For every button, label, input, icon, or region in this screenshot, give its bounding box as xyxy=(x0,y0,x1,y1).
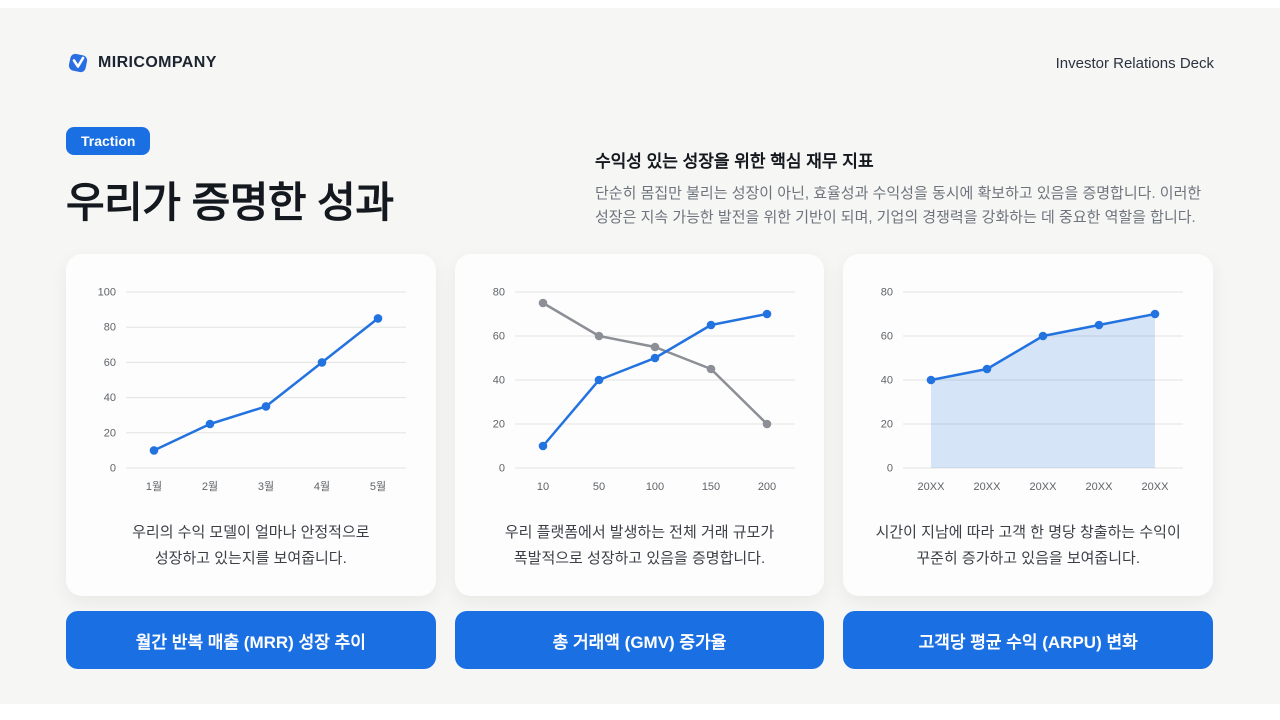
header: MIRICOMPANY Investor Relations Deck xyxy=(66,48,1214,78)
gmv-line-chart: 0 20 40 60 80 10 50 100 150 200 xyxy=(492,287,795,493)
svg-text:60: 60 xyxy=(104,357,116,369)
svg-text:100: 100 xyxy=(645,481,663,493)
svg-text:20XX: 20XX xyxy=(918,481,946,493)
svg-text:4월: 4월 xyxy=(314,480,330,493)
svg-text:0: 0 xyxy=(110,463,116,475)
deck-label: Investor Relations Deck xyxy=(1055,54,1214,72)
arpu-area-chart: 0 20 40 60 80 20XX 20XX 20XX 20XX 20XX xyxy=(881,287,1184,493)
hero-description: 단순히 몸집만 불리는 성장이 아닌, 효율성과 수익성을 동시에 확보하고 있… xyxy=(595,185,1202,226)
svg-text:10: 10 xyxy=(536,481,548,493)
mrr-button[interactable]: 월간 반복 매출 (MRR) 성장 추이 xyxy=(66,611,436,669)
slide-background: MIRICOMPANY Investor Relations Deck Trac… xyxy=(0,8,1280,704)
svg-text:60: 60 xyxy=(492,331,504,343)
gmv-card: 0 20 40 60 80 10 50 100 150 200 우리 플랫폼에서 발생하는 전체 … xyxy=(454,254,825,596)
svg-text:1월: 1월 xyxy=(146,480,162,493)
traction-badge: Traction xyxy=(66,127,151,155)
gmv-desc-line2: 폭발적으로 성장하고 있음을 증명합니다. xyxy=(513,550,766,567)
brand-logo: MIRICOMPANY xyxy=(66,51,217,75)
mrr-line-chart: 0 20 40 60 80 100 1월 2월 3월 4월 5월 xyxy=(97,287,406,493)
gmv-button[interactable]: 총 거래액 (GMV) 증가율 xyxy=(454,611,825,669)
svg-text:40: 40 xyxy=(104,392,116,404)
hero-left: Traction 우리가 증명한 성과 xyxy=(66,127,394,230)
svg-text:0: 0 xyxy=(887,463,893,475)
svg-text:40: 40 xyxy=(492,375,504,387)
chart-cards-row: 0 20 40 60 80 100 1월 2월 3월 4월 5월 우리의 수익 모델이 얼마나 안정… xyxy=(66,254,1214,596)
hero-right: 수익성 있는 성장을 위한 핵심 재무 지표 단순히 몸집만 불리는 성장이 아… xyxy=(595,147,1217,230)
gmv-desc-line1: 우리 플랫폼에서 발생하는 전체 거래 규모가 xyxy=(504,524,775,541)
svg-text:80: 80 xyxy=(881,287,893,299)
svg-text:0: 0 xyxy=(498,463,504,475)
brand-mark-icon xyxy=(68,53,88,73)
brand-name: MIRICOMPANY xyxy=(98,54,217,71)
arpu-button[interactable]: 고객당 평균 수익 (ARPU) 변화 xyxy=(843,611,1214,669)
svg-text:3월: 3월 xyxy=(258,480,274,493)
svg-text:2월: 2월 xyxy=(202,480,218,493)
mrr-desc-line1: 우리의 수익 모델이 얼마나 안정적으로 xyxy=(132,524,370,541)
svg-text:5월: 5월 xyxy=(370,480,386,493)
mrr-card-description: 우리의 수익 모델이 얼마나 안정적으로 성장하고 있는지를 보여줍니다. xyxy=(132,520,369,572)
page-title: 우리가 증명한 성과 xyxy=(66,179,394,226)
svg-text:80: 80 xyxy=(492,287,504,299)
svg-text:200: 200 xyxy=(757,481,775,493)
svg-text:150: 150 xyxy=(701,481,719,493)
svg-text:60: 60 xyxy=(881,331,893,343)
svg-text:40: 40 xyxy=(881,375,893,387)
chart-title-buttons-row: 월간 반복 매출 (MRR) 성장 추이 총 거래액 (GMV) 증가율 고객당… xyxy=(66,611,1214,669)
svg-text:20XX: 20XX xyxy=(974,481,1002,493)
mrr-card: 0 20 40 60 80 100 1월 2월 3월 4월 5월 우리의 수익 모델이 얼마나 안정… xyxy=(66,254,436,596)
mrr-desc-line2: 성장하고 있는지를 보여줍니다. xyxy=(154,550,347,567)
arpu-desc-line2: 꾸준히 증가하고 있음을 보여줍니다. xyxy=(916,550,1140,567)
arpu-card: 0 20 40 60 80 20XX 20XX 20XX 20XX 20XX 시간이 지남에 따라… xyxy=(843,254,1214,596)
svg-text:20XX: 20XX xyxy=(1030,481,1058,493)
arpu-desc-line1: 시간이 지남에 따라 고객 한 명당 창출하는 수익이 xyxy=(875,524,1181,541)
svg-text:20XX: 20XX xyxy=(1086,481,1114,493)
svg-text:50: 50 xyxy=(592,481,604,493)
svg-text:20: 20 xyxy=(104,427,116,439)
svg-text:100: 100 xyxy=(97,287,115,299)
hero-subtitle: 수익성 있는 성장을 위한 핵심 재무 지표 xyxy=(595,152,874,171)
svg-text:20: 20 xyxy=(881,419,893,431)
gmv-card-description: 우리 플랫폼에서 발생하는 전체 거래 규모가 폭발적으로 성장하고 있음을 증… xyxy=(505,520,774,572)
svg-text:80: 80 xyxy=(104,322,116,334)
arpu-card-description: 시간이 지남에 따라 고객 한 명당 창출하는 수익이 꾸준히 증가하고 있음을… xyxy=(876,520,1181,572)
svg-text:20XX: 20XX xyxy=(1142,481,1170,493)
svg-text:20: 20 xyxy=(492,419,504,431)
